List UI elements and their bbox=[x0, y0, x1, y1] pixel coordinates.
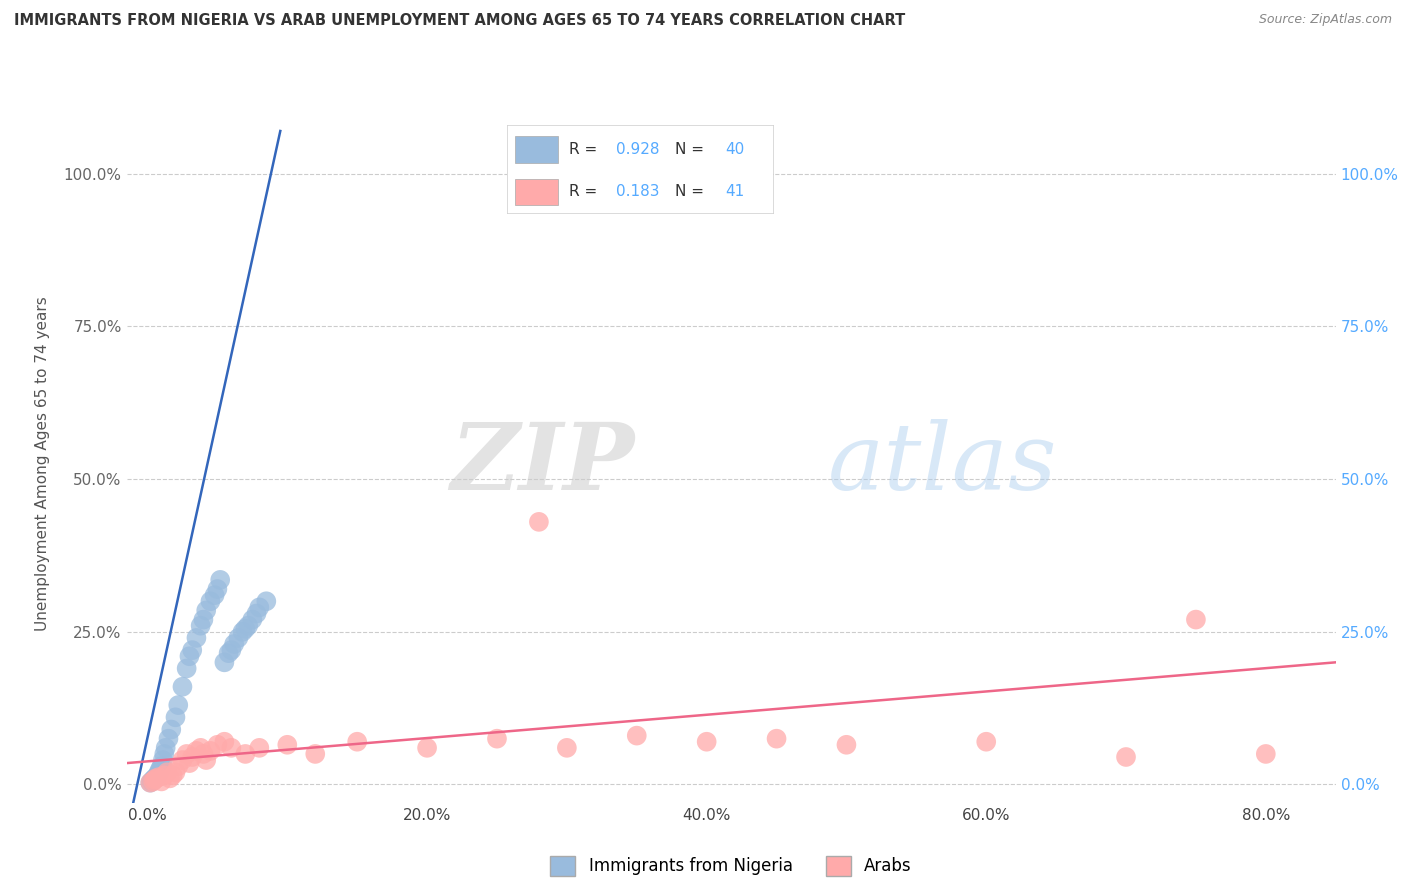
Point bbox=[193, 613, 215, 627]
Point bbox=[209, 573, 232, 587]
Point bbox=[165, 765, 187, 780]
Point bbox=[139, 775, 162, 789]
Point bbox=[139, 775, 162, 789]
Point bbox=[245, 607, 267, 621]
Text: Source: ZipAtlas.com: Source: ZipAtlas.com bbox=[1258, 13, 1392, 27]
Point bbox=[190, 740, 212, 755]
Point bbox=[167, 698, 190, 712]
Point bbox=[145, 772, 167, 786]
Point bbox=[186, 744, 208, 758]
Text: 0.928: 0.928 bbox=[616, 142, 659, 157]
Point bbox=[1254, 747, 1277, 761]
Point bbox=[696, 735, 718, 749]
Point bbox=[236, 618, 259, 632]
Point bbox=[214, 656, 236, 670]
Point bbox=[200, 744, 222, 758]
Text: 41: 41 bbox=[725, 185, 745, 199]
Point bbox=[172, 753, 194, 767]
Point bbox=[159, 772, 181, 786]
Point bbox=[228, 631, 250, 645]
Text: R =: R = bbox=[568, 185, 602, 199]
Point bbox=[555, 740, 578, 755]
Point bbox=[1185, 613, 1208, 627]
Point bbox=[224, 637, 246, 651]
Point bbox=[221, 740, 243, 755]
FancyBboxPatch shape bbox=[516, 136, 558, 162]
Point bbox=[835, 738, 858, 752]
Point bbox=[181, 750, 204, 764]
Text: 0.183: 0.183 bbox=[616, 185, 659, 199]
Point bbox=[153, 768, 176, 782]
Y-axis label: Unemployment Among Ages 65 to 74 years: Unemployment Among Ages 65 to 74 years bbox=[35, 296, 49, 632]
Legend: Immigrants from Nigeria, Arabs: Immigrants from Nigeria, Arabs bbox=[544, 849, 918, 882]
Point bbox=[204, 588, 226, 602]
Point bbox=[346, 735, 368, 749]
Point bbox=[148, 765, 170, 780]
Text: N =: N = bbox=[675, 185, 709, 199]
Point bbox=[181, 643, 204, 657]
Point bbox=[416, 740, 439, 755]
Point bbox=[626, 729, 648, 743]
Text: atlas: atlas bbox=[828, 419, 1057, 508]
Point bbox=[485, 731, 508, 746]
Point bbox=[232, 624, 254, 639]
Text: ZIP: ZIP bbox=[450, 419, 634, 508]
Point bbox=[176, 661, 198, 675]
Point bbox=[142, 774, 165, 789]
Point bbox=[143, 772, 166, 786]
Point bbox=[765, 731, 787, 746]
Point bbox=[153, 747, 176, 761]
Text: 40: 40 bbox=[725, 142, 745, 157]
Point bbox=[214, 735, 236, 749]
Point bbox=[179, 756, 201, 770]
Point bbox=[195, 753, 218, 767]
Point bbox=[304, 747, 326, 761]
Point bbox=[179, 649, 201, 664]
Point bbox=[235, 622, 257, 636]
Point bbox=[254, 594, 277, 608]
Point bbox=[218, 646, 240, 660]
Point bbox=[160, 723, 183, 737]
Point bbox=[148, 770, 170, 784]
Point bbox=[143, 772, 166, 787]
Point bbox=[247, 740, 270, 755]
Point bbox=[165, 710, 187, 724]
Point bbox=[142, 772, 165, 787]
Point bbox=[207, 738, 229, 752]
Point bbox=[200, 594, 222, 608]
Text: R =: R = bbox=[568, 142, 602, 157]
Point bbox=[145, 770, 167, 784]
Point bbox=[172, 680, 194, 694]
Point bbox=[1115, 750, 1137, 764]
Point bbox=[190, 618, 212, 632]
Point bbox=[157, 731, 180, 746]
Point bbox=[150, 774, 173, 789]
Point bbox=[176, 747, 198, 761]
Point bbox=[193, 747, 215, 761]
Point bbox=[162, 768, 184, 782]
FancyBboxPatch shape bbox=[516, 178, 558, 205]
Point bbox=[156, 765, 179, 780]
Point bbox=[240, 613, 263, 627]
Point bbox=[235, 747, 257, 761]
Text: N =: N = bbox=[675, 142, 709, 157]
Point bbox=[195, 603, 218, 617]
Point bbox=[527, 515, 550, 529]
Point bbox=[186, 631, 208, 645]
Point bbox=[149, 762, 172, 776]
Point bbox=[207, 582, 229, 596]
Point bbox=[146, 768, 169, 782]
Point bbox=[167, 759, 190, 773]
Point bbox=[276, 738, 298, 752]
Point bbox=[221, 643, 243, 657]
Point bbox=[150, 759, 173, 773]
Point bbox=[974, 735, 997, 749]
Point bbox=[155, 740, 177, 755]
Point bbox=[141, 774, 163, 789]
Text: IMMIGRANTS FROM NIGERIA VS ARAB UNEMPLOYMENT AMONG AGES 65 TO 74 YEARS CORRELATI: IMMIGRANTS FROM NIGERIA VS ARAB UNEMPLOY… bbox=[14, 13, 905, 29]
Point bbox=[152, 753, 174, 767]
Point bbox=[247, 600, 270, 615]
